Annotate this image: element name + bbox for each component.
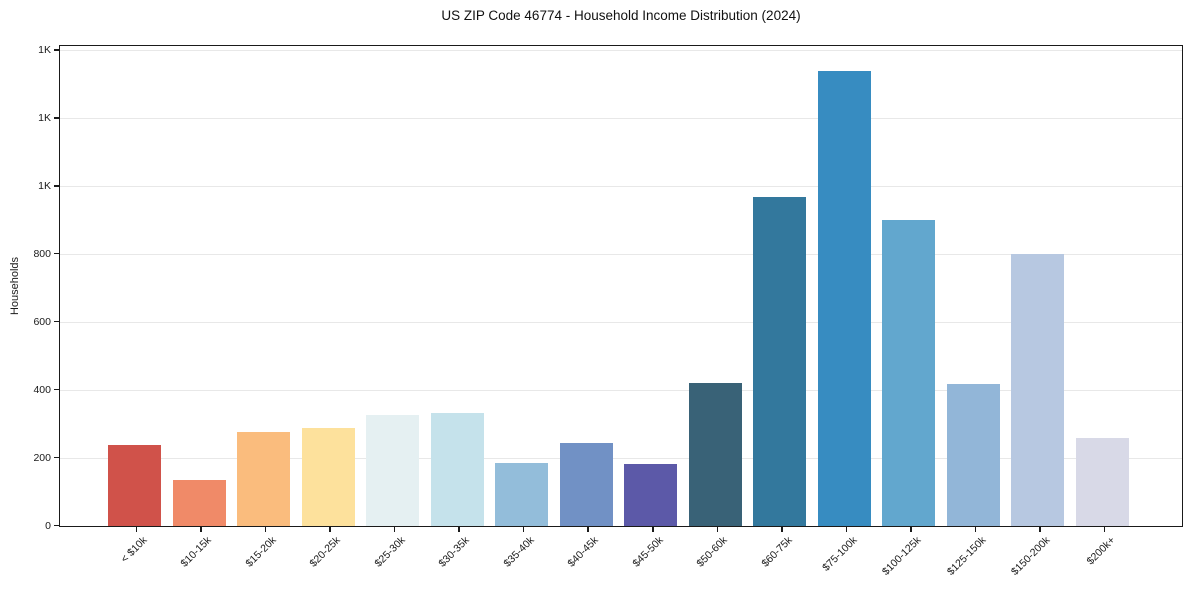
x-tick-label: $25-30k [372,534,408,570]
gridline-y-800 [60,253,1182,255]
x-tick-label: $200k+ [1084,534,1118,568]
bar-$45-50k [624,463,678,526]
gridline-y-200 [60,457,1182,459]
x-tick-mark [522,527,525,532]
bar-$75-100k [817,70,871,526]
y-tick-mark [54,117,59,119]
y-axis-label: Households [9,256,21,316]
x-tick-label: $60-75k [759,534,795,570]
x-tick-label: $15-20k [243,534,279,570]
x-tick-mark [587,527,589,532]
x-tick-mark [329,527,331,532]
gridline-y-1000 [60,185,1182,187]
x-tick-mark [458,527,460,532]
x-tick-mark [1103,527,1106,532]
x-tick-mark [652,527,654,532]
y-tick-label: 1K [38,43,51,56]
gridline-y-600 [60,321,1182,323]
bar-< $10k [108,445,161,526]
x-tick-label: $10-15k [178,534,214,570]
bar-$10-15k [172,479,226,526]
y-tick-label: 1K [38,111,51,124]
x-tick-label: $30-35k [436,534,472,570]
y-tick-mark [54,49,59,51]
bar-$150-200k [1011,254,1065,526]
chart-title: US ZIP Code 46774 - Household Income Dis… [441,8,801,23]
x-tick-mark [845,527,848,532]
y-tick-label: 800 [33,247,51,260]
x-tick-mark [781,527,783,532]
x-tick-label: $20-25k [307,534,343,570]
x-tick-label: $100-125k [880,534,924,578]
x-tick-label: $35-40k [501,534,537,570]
gridline-y-400 [60,389,1182,391]
plot-area [59,45,1183,527]
y-tick-label: 400 [33,383,51,396]
bar-$60-75k [753,197,807,526]
x-tick-mark [393,527,396,532]
x-tick-mark [135,527,138,532]
bar-$100-125k [882,220,936,526]
y-tick-label: 1K [38,179,51,192]
x-tick-mark [716,527,719,532]
x-tick-label: $40-45k [565,534,602,570]
y-tick-label: 0 [45,519,51,532]
y-tick-mark [54,252,59,255]
bar-$200k+ [1076,438,1129,526]
x-tick-mark [264,527,267,532]
y-tick-mark [54,524,59,527]
x-tick-label: $150-200k [1009,534,1053,578]
x-tick-mark [910,527,912,532]
y-tick-mark [54,185,59,187]
x-tick-mark [200,527,202,532]
bar-$125-150k [946,384,1000,526]
bar-$15-20k [237,431,291,526]
bar-$50-60k [688,382,742,526]
bar-$35-40k [495,462,549,526]
bar-$25-30k [366,414,420,526]
y-tick-mark [54,456,59,459]
gridline-y-1400 [60,49,1182,51]
x-tick-label: $125-150k [944,534,989,578]
x-tick-mark [1039,527,1041,532]
bar-$20-25k [301,427,355,526]
x-tick-mark [974,527,977,532]
y-tick-label: 600 [33,315,51,328]
y-tick-mark [54,320,59,323]
bar-$40-45k [559,442,613,526]
x-tick-label: $45-50k [630,534,666,570]
y-tick-mark [54,388,59,391]
x-tick-label: < $10k [118,534,150,566]
gridline-y-1200 [60,117,1182,119]
x-tick-label: $50-60k [694,534,731,570]
y-tick-label: 200 [33,451,51,464]
x-tick-label: $75-100k [819,534,860,574]
bar-$30-35k [430,412,484,526]
